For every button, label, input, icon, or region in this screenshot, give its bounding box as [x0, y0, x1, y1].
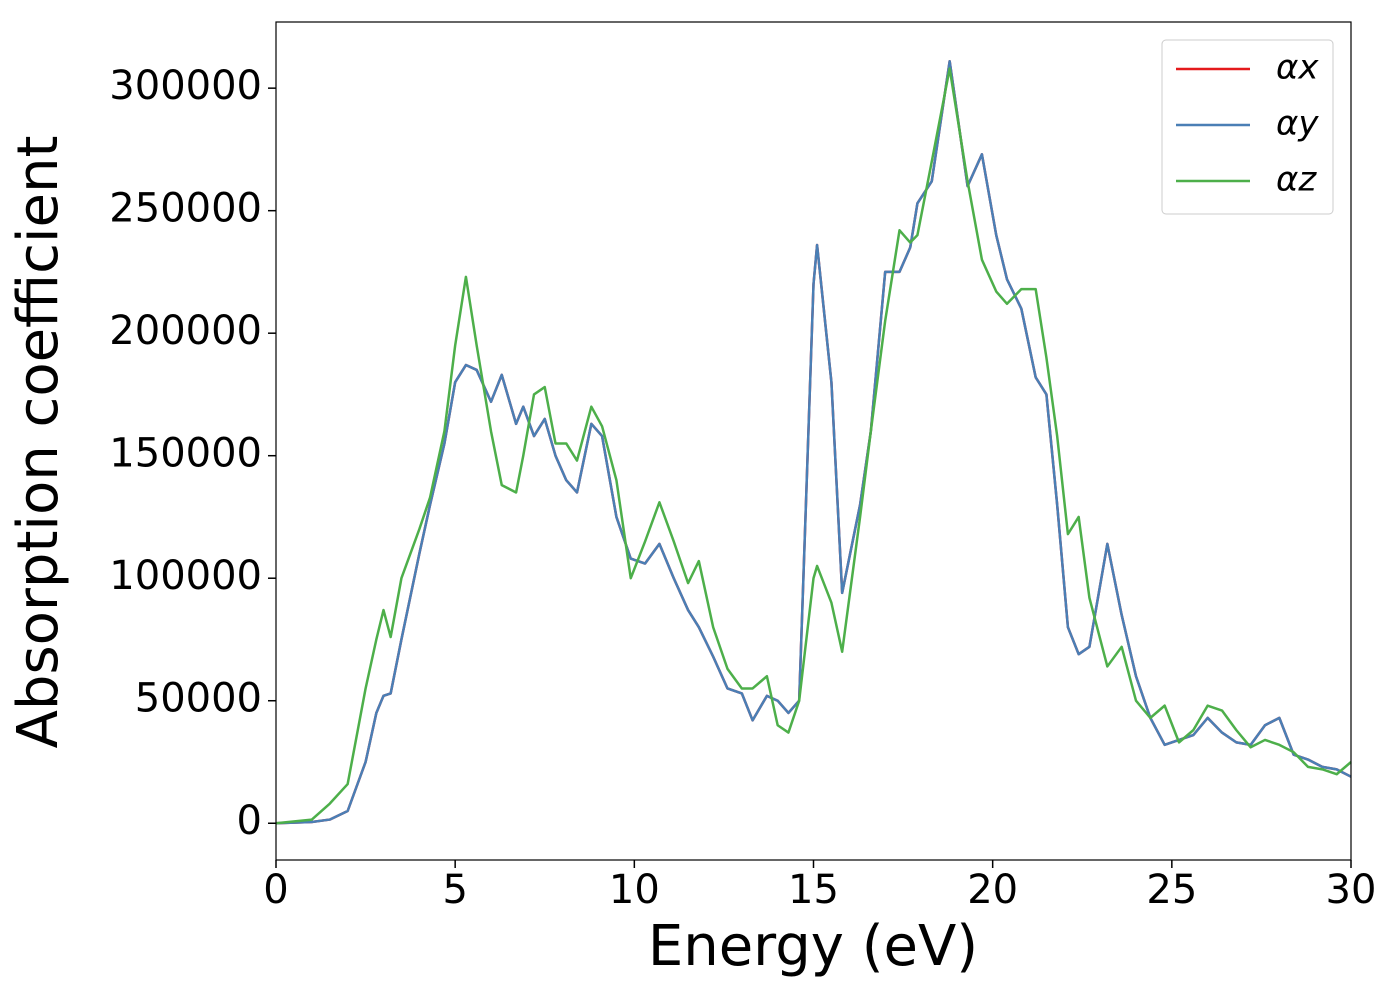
x-tick-label: 5 [442, 867, 467, 913]
x-tick-label: 30 [1326, 867, 1377, 913]
x-tick-label: 0 [263, 867, 288, 913]
x-tick-label: 15 [788, 867, 839, 913]
y-tick-label: 300000 [109, 63, 262, 109]
y-tick-label: 0 [237, 798, 262, 844]
legend-box [1161, 39, 1334, 215]
y-tick-label: 150000 [109, 431, 262, 477]
series-line [275, 67, 1352, 825]
x-tick-label: 25 [1146, 867, 1197, 913]
y-axis-label: Absorption coefficient [6, 136, 71, 749]
y-tick-label: 100000 [109, 553, 262, 599]
y-tick-label: 200000 [109, 308, 262, 354]
legend-label: αx [1276, 48, 1319, 88]
legend-label: αy [1276, 104, 1319, 144]
plot-frame [275, 21, 1352, 861]
y-tick-label: 250000 [109, 186, 262, 232]
x-tick-label: 10 [609, 867, 660, 913]
legend-label: αz [1276, 160, 1317, 200]
series-line [275, 59, 1352, 825]
x-tick-label: 20 [967, 867, 1018, 913]
x-axis-label: Energy (eV) [648, 914, 978, 979]
y-tick-label: 50000 [135, 676, 262, 722]
